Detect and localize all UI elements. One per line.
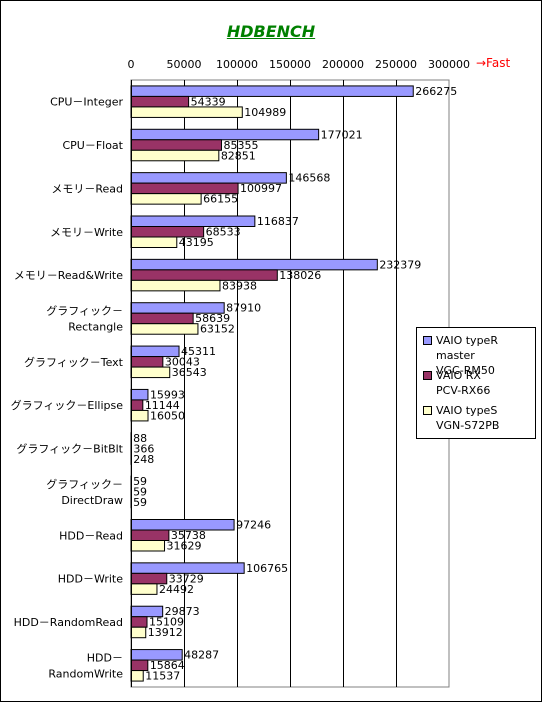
category-label: グラフィック－ — [46, 477, 123, 491]
data-label: 11144 — [145, 399, 180, 412]
bar — [130, 409, 149, 422]
data-label: 63152 — [200, 323, 235, 336]
data-label: 232379 — [379, 258, 421, 271]
category-label: CPU－Float — [62, 139, 123, 152]
x-tick-label: 50000 — [167, 58, 202, 71]
legend-swatch-2 — [423, 406, 432, 415]
data-label: 35738 — [171, 529, 206, 542]
bar — [130, 85, 414, 97]
data-label: 59 — [133, 486, 147, 499]
data-label: 33729 — [169, 572, 204, 585]
bar — [130, 193, 202, 205]
data-label: 87910 — [226, 302, 261, 315]
bar — [130, 616, 148, 628]
x-tick-label: 100000 — [216, 58, 258, 71]
category-label: HDD－Read — [59, 529, 123, 542]
data-label: 54339 — [191, 95, 226, 108]
data-label: 29873 — [165, 605, 200, 618]
data-label: 15109 — [149, 616, 184, 629]
bar — [130, 149, 220, 162]
bar — [130, 626, 147, 639]
legend-label: VAIO RX PCV-RX66 — [436, 369, 491, 397]
data-label: 106765 — [246, 562, 288, 575]
data-label: 59 — [133, 496, 147, 509]
bar — [130, 95, 190, 108]
bar — [130, 670, 144, 682]
bar — [130, 529, 170, 541]
data-label: 177021 — [321, 128, 363, 141]
data-label: 248 — [133, 453, 154, 466]
data-label: 138026 — [279, 269, 321, 282]
bar — [130, 312, 194, 325]
bar — [130, 583, 158, 595]
bar — [130, 236, 178, 248]
bar — [130, 323, 199, 335]
legend-label: VAIO typeR master VGC-RM50 — [436, 334, 498, 377]
category-label: DirectDraw — [61, 494, 123, 507]
data-label: 45311 — [181, 345, 216, 358]
data-label: 366 — [133, 442, 154, 455]
data-label: 116837 — [257, 215, 299, 228]
bar — [130, 106, 243, 118]
x-tick-label: 200000 — [322, 58, 364, 71]
bar — [130, 540, 166, 552]
category-label: CPU－Integer — [50, 96, 123, 109]
category-label: グラフィック－ — [46, 303, 123, 317]
data-label: 11537 — [145, 670, 180, 683]
data-label: 104989 — [244, 106, 286, 119]
bar — [130, 139, 222, 151]
data-label: 24492 — [159, 583, 194, 596]
x-tick-label: 0 — [128, 58, 135, 71]
data-label: 97246 — [236, 519, 271, 532]
data-label: 59 — [133, 475, 147, 488]
category-label: HDD－RandomRead — [14, 616, 123, 629]
category-label: グラフィック－BitBlt — [16, 442, 123, 456]
chart-title: HDBENCH — [226, 22, 316, 41]
data-label: 68533 — [206, 226, 241, 239]
category-label: HDD－ — [87, 651, 123, 664]
data-label: 66155 — [203, 193, 238, 206]
category-label: グラフィック－Ellipse — [11, 398, 124, 412]
data-label: 15864 — [150, 659, 185, 672]
category-label: メモリ－Read — [51, 182, 123, 195]
bar — [130, 356, 164, 368]
data-label: 100997 — [240, 182, 282, 195]
data-label: 13912 — [148, 626, 183, 639]
data-label: 48287 — [184, 649, 219, 662]
category-label: HDD－Write — [58, 573, 123, 586]
bar — [130, 279, 221, 292]
bar — [130, 366, 171, 379]
data-label: 85355 — [223, 139, 258, 152]
data-label: 146568 — [288, 172, 330, 185]
category-label: RandomWrite — [48, 667, 123, 680]
bar — [130, 258, 378, 271]
x-tick-label: 250000 — [375, 58, 417, 71]
bar — [130, 399, 144, 411]
data-label: 43195 — [179, 236, 214, 249]
x-tick-label: 150000 — [269, 58, 311, 71]
data-label: 83938 — [222, 279, 257, 292]
data-label: 58639 — [195, 312, 230, 325]
category-label: グラフィック－Text — [24, 355, 124, 369]
category-label: Rectangle — [68, 320, 123, 333]
legend-swatch-0 — [423, 336, 432, 345]
data-label: 82851 — [221, 149, 256, 162]
x-tick-label: 300000 — [428, 58, 470, 71]
data-label: 16050 — [150, 409, 185, 422]
category-label: メモリ－Write — [50, 226, 123, 239]
data-label: 36543 — [172, 366, 207, 379]
data-label: 31629 — [167, 540, 202, 553]
legend-swatch-1 — [423, 371, 432, 380]
data-label: 30043 — [165, 356, 200, 369]
legend-label: VAIO typeS VGN-S72PB — [436, 404, 500, 432]
fast-annotation: →Fast — [476, 56, 511, 70]
data-label: 266275 — [415, 85, 457, 98]
legend: VAIO typeR master VGC-RM50 VAIO RX PCV-R… — [416, 327, 536, 439]
data-label: 88 — [133, 432, 147, 445]
category-label: メモリ－Read&Write — [14, 269, 123, 282]
data-label: 15993 — [150, 388, 185, 401]
